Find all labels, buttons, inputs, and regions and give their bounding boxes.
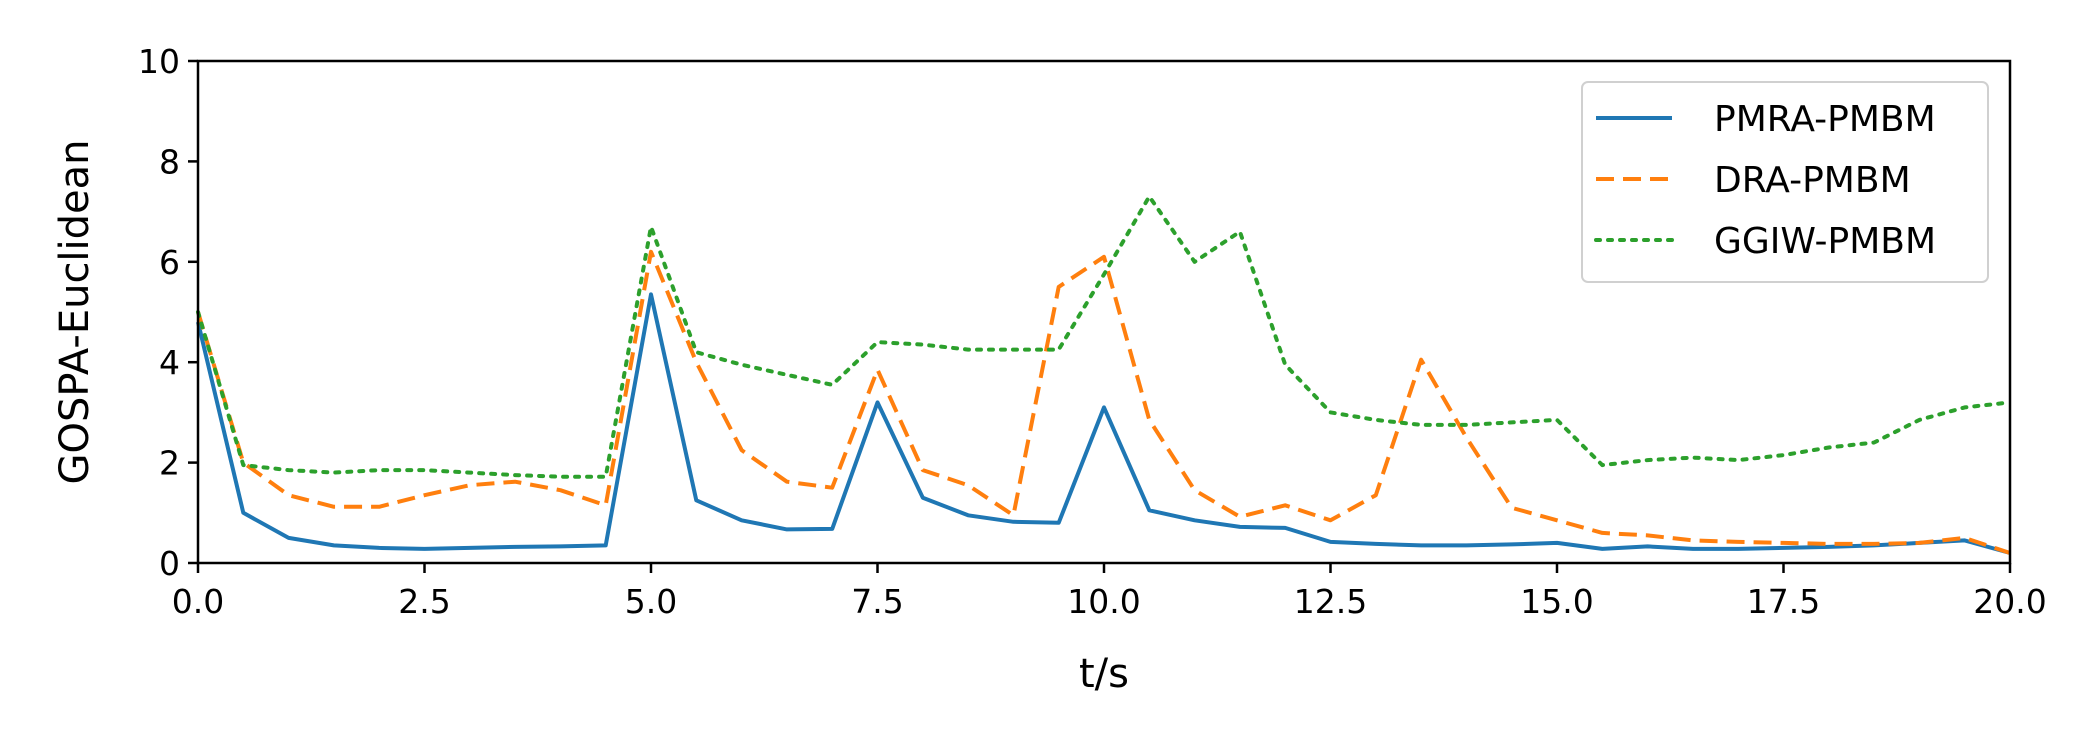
x-tick-label: 0.0: [172, 582, 224, 621]
y-tick-label: 0: [159, 544, 180, 583]
series-lines: [196, 194, 2012, 555]
legend-label: GGIW-PMBM: [1714, 221, 1936, 262]
series-line-pmra-pmbm: [196, 292, 2011, 555]
y-tick-label: 8: [159, 142, 180, 181]
series-line-ggiw-pmbm: [196, 194, 2012, 479]
y-tick-label: 10: [138, 42, 180, 81]
x-axis-ticks: 0.0 2.5 5.0 7.5 10.0 12.5 15.0 17.5 20.0: [172, 563, 2047, 621]
series-line-dra-pmbm: [196, 249, 2011, 555]
x-tick-label: 15.0: [1520, 582, 1593, 621]
x-tick-label: 5.0: [625, 582, 677, 621]
legend-label: DRA-PMBM: [1714, 160, 1911, 201]
x-axis-title: t/s: [1079, 651, 1129, 697]
y-tick-label: 6: [159, 243, 180, 282]
legend-box: [1581, 81, 1989, 283]
y-axis-title: GOSPA-Euclidean: [52, 139, 98, 484]
y-axis-ticks: 0 2 4 6 8 10: [138, 42, 198, 583]
x-tick-label: 17.5: [1747, 582, 1820, 621]
y-tick-label: 4: [159, 343, 180, 382]
legend-label: PMRA-PMBM: [1714, 99, 1936, 140]
x-tick-label: 10.0: [1067, 582, 1140, 621]
x-tick-label: 20.0: [1973, 582, 2046, 621]
x-tick-label: 2.5: [398, 582, 450, 621]
plot-frame: [196, 59, 2012, 565]
x-tick-label: 7.5: [851, 582, 903, 621]
y-tick-label: 2: [159, 444, 180, 483]
x-tick-label: 12.5: [1294, 582, 1367, 621]
legend: PMRA-PMBM DRA-PMBM GGIW-PMBM: [1581, 81, 1989, 283]
